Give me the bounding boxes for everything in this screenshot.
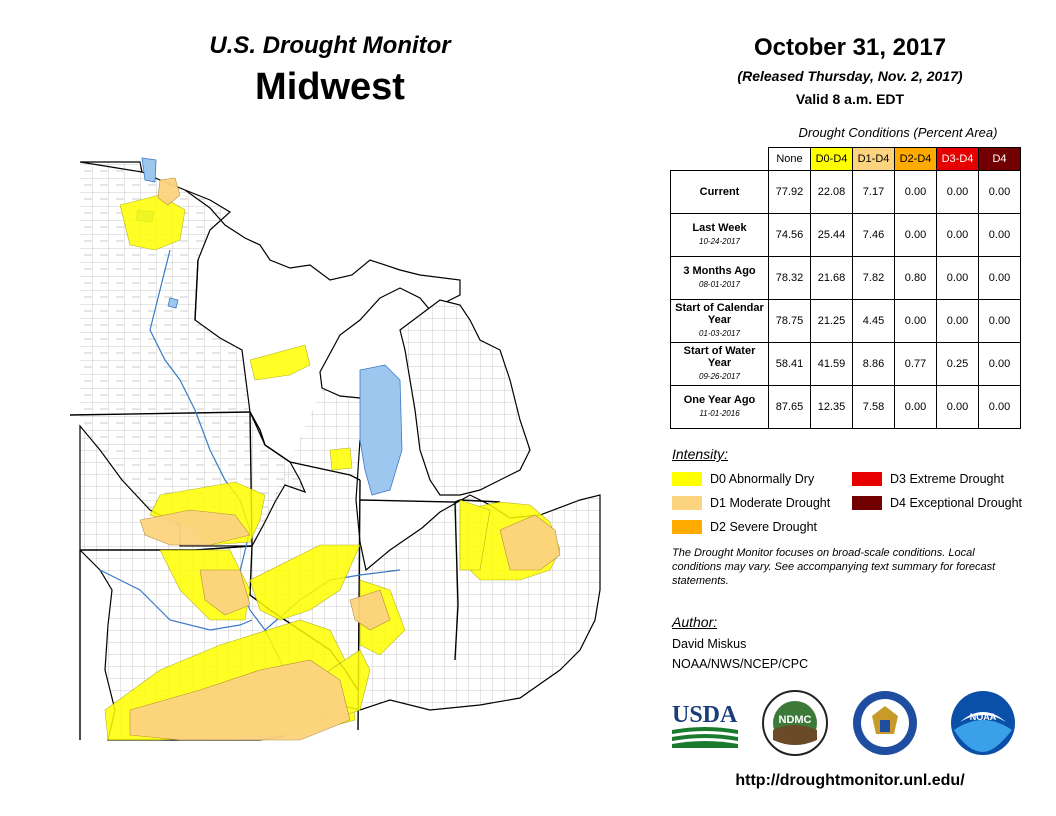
cell-none: 74.56 [768, 213, 811, 257]
row-label: Last Week 10-24-2017 [670, 213, 769, 257]
noaa-logo-text: NOAA [970, 712, 997, 722]
legend-label-d3: D3 Extreme Drought [890, 472, 1004, 486]
col-header-d2-d4: D2-D4 [894, 147, 937, 171]
drought-conditions-table: None D0-D4 D1-D4 D2-D4 D3-D4 D4 Current … [670, 147, 1021, 429]
legend-swatch-d3 [852, 472, 882, 486]
map-subtitle: U.S. Drought Monitor [209, 32, 451, 59]
row-label: One Year Ago 11-01-2016 [670, 385, 769, 429]
table-row: 3 Months Ago 08-01-2017 78.32 21.68 7.82 … [670, 256, 1021, 300]
table-header-row: None D0-D4 D1-D4 D2-D4 D3-D4 D4 [670, 147, 1021, 171]
release-date: (Released Thursday, Nov. 2, 2017) [737, 68, 963, 84]
cell-d1-d4: 4.45 [852, 299, 895, 343]
row-label: Start of Water Year 09-26-2017 [670, 342, 769, 386]
table-row: Last Week 10-24-2017 74.56 25.44 7.46 0.0… [670, 213, 1021, 257]
cell-d1-d4: 7.17 [852, 170, 895, 214]
legend-label-d4: D4 Exceptional Drought [890, 496, 1023, 510]
legend-swatch-d0 [672, 472, 702, 486]
row-label-text: Start of Calendar Year [675, 302, 764, 326]
row-date: 09-26-2017 [699, 372, 740, 381]
cell-d1-d4: 7.58 [852, 385, 895, 429]
row-label-text: One Year Ago [683, 394, 756, 406]
col-header-d4: D4 [978, 147, 1021, 171]
row-label: Start of Calendar Year 01-03-2017 [670, 299, 769, 343]
legend-label-d2: D2 Severe Drought [710, 520, 818, 534]
row-label: 3 Months Ago 08-01-2017 [670, 256, 769, 300]
ndmc-logo-text: NDMC [779, 714, 812, 726]
cell-d2-d4: 0.00 [894, 213, 937, 257]
valid-time: Valid 8 a.m. EDT [795, 91, 905, 107]
cell-none: 58.41 [768, 342, 811, 386]
midwest-drought-map [69, 157, 601, 741]
cell-d4: 0.00 [978, 170, 1021, 214]
author-name: David Miskus [672, 637, 747, 651]
cell-d0-d4: 21.68 [810, 256, 853, 300]
cell-none: 78.75 [768, 299, 811, 343]
legend-swatch-d1 [672, 496, 702, 510]
cell-d3-d4: 0.00 [936, 256, 979, 300]
cell-d1-d4: 7.82 [852, 256, 895, 300]
cell-d2-d4: 0.77 [894, 342, 937, 386]
cell-d1-d4: 8.86 [852, 342, 895, 386]
cell-d4: 0.00 [978, 385, 1021, 429]
commerce-seal-logo [853, 691, 917, 755]
row-date: 01-03-2017 [699, 329, 740, 338]
col-header-d3-d4: D3-D4 [936, 147, 979, 171]
table-corner [670, 147, 769, 171]
map-date: October 31, 2017 [753, 34, 947, 61]
cell-d0-d4: 21.25 [810, 299, 853, 343]
noaa-logo: NOAA [951, 691, 1015, 755]
region-title: Midwest [255, 66, 405, 108]
ndmc-logo: NDMC [762, 690, 828, 756]
row-label-text: Start of Water Year [683, 345, 756, 369]
cell-d0-d4: 25.44 [810, 213, 853, 257]
table-row: Start of Calendar Year 01-03-2017 78.75 2… [670, 299, 1021, 343]
cell-d3-d4: 0.00 [936, 299, 979, 343]
row-label: Current [670, 170, 769, 214]
legend-label-d0: D0 Abnormally Dry [710, 472, 815, 486]
row-date: 08-01-2017 [699, 280, 740, 289]
usda-logo: USDA [672, 702, 738, 748]
cell-none: 87.65 [768, 385, 811, 429]
author-org: NOAA/NWS/NCEP/CPC [672, 657, 809, 671]
legend-title: Intensity: [672, 446, 729, 462]
row-label-text: Current [699, 186, 740, 198]
col-header-none: None [768, 147, 811, 171]
col-header-d0-d4: D0-D4 [810, 147, 853, 171]
legend-label-d1: D1 Moderate Drought [710, 496, 831, 510]
row-date: 10-24-2017 [699, 237, 740, 246]
row-label-text: 3 Months Ago [683, 265, 756, 277]
cell-d4: 0.00 [978, 299, 1021, 343]
website-link[interactable]: http://droughtmonitor.unl.edu/ [735, 772, 965, 789]
cell-d2-d4: 0.00 [894, 385, 937, 429]
d1-areas [129, 177, 561, 741]
cell-d2-d4: 0.00 [894, 299, 937, 343]
table-row: Current 77.92 22.08 7.17 0.00 0.00 0.00 [670, 170, 1021, 214]
row-date: 11-01-2016 [699, 409, 740, 418]
cell-d4: 0.00 [978, 213, 1021, 257]
cell-d3-d4: 0.00 [936, 385, 979, 429]
cell-none: 78.32 [768, 256, 811, 300]
usda-logo-text: USDA [672, 702, 738, 728]
cell-d3-d4: 0.00 [936, 213, 979, 257]
table-row: Start of Water Year 09-26-2017 58.41 41.5… [670, 342, 1021, 386]
cell-d4: 0.00 [978, 342, 1021, 386]
cell-d3-d4: 0.00 [936, 170, 979, 214]
col-header-d1-d4: D1-D4 [852, 147, 895, 171]
legend-swatch-d2 [672, 520, 702, 534]
cell-d2-d4: 0.00 [894, 170, 937, 214]
cell-none: 77.92 [768, 170, 811, 214]
cell-d3-d4: 0.25 [936, 342, 979, 386]
cell-d0-d4: 22.08 [810, 170, 853, 214]
cell-d0-d4: 12.35 [810, 385, 853, 429]
row-label-text: Last Week [692, 222, 747, 234]
table-caption: Drought Conditions (Percent Area) [798, 125, 998, 140]
cell-d2-d4: 0.80 [894, 256, 937, 300]
legend-swatch-d4 [852, 496, 882, 510]
disclaimer-note: The Drought Monitor focuses on broad-sca… [672, 547, 996, 587]
cell-d1-d4: 7.46 [852, 213, 895, 257]
cell-d0-d4: 41.59 [810, 342, 853, 386]
author-heading: Author: [672, 614, 718, 630]
table-row: One Year Ago 11-01-2016 87.65 12.35 7.58 … [670, 385, 1021, 429]
cell-d4: 0.00 [978, 256, 1021, 300]
